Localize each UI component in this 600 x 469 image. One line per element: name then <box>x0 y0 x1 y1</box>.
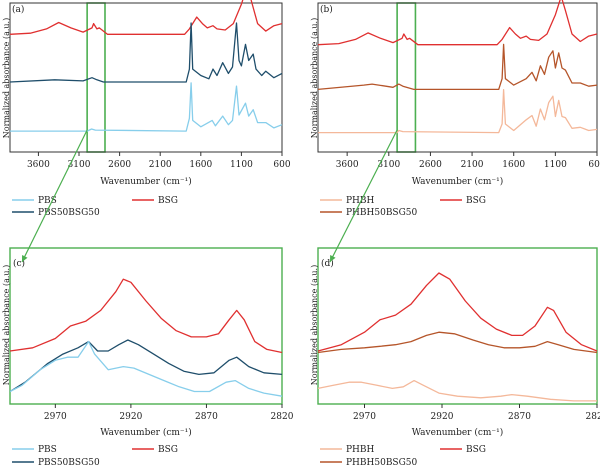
series-line-phbh50bsg50 <box>317 331 598 354</box>
chart-panel-2: 3600 3100 2600 2100 1600 1100 600 Wavenumber (c… <box>310 0 600 218</box>
legend-label: PHBH50BSG50 <box>346 458 418 468</box>
series-line-pbs <box>9 340 283 397</box>
series-line-phbh <box>317 379 597 402</box>
x-tick-label: 2970 <box>44 412 67 422</box>
y-axis-label: Normalized absorbance (a.u.) <box>310 18 319 138</box>
series-line-bsg <box>9 0 283 35</box>
x-tick-label: 3600 <box>336 160 359 170</box>
x-axis: 3600 3100 2600 2100 1600 1100 600 <box>27 152 291 170</box>
series-line-pbs50bsg50 <box>9 339 283 393</box>
legend-label: BSG <box>158 445 178 455</box>
legend: PBS BSG PBS50BSG50 <box>12 445 178 468</box>
series-line-bsg <box>317 272 598 352</box>
x-tick-label: 2920 <box>431 412 454 422</box>
legend: PHBH BSG PHBH50BSG50 <box>320 445 486 468</box>
x-tick-label: 3100 <box>377 160 400 170</box>
plot-frame <box>317 247 598 405</box>
x-tick-label: 1100 <box>230 160 253 170</box>
x-tick-label: 2870 <box>195 412 218 422</box>
legend-label: PBS50BSG50 <box>38 208 100 218</box>
x-tick-label: 2100 <box>461 160 484 170</box>
legend-label: PHBH50BSG50 <box>346 208 418 218</box>
chart-panel-1: 3600 3100 2600 2100 1600 1100 600 Wavenumber (c… <box>2 0 291 218</box>
connector-layer <box>21 129 398 263</box>
zoom-arrowhead <box>22 255 28 262</box>
panel-label: (c) <box>13 258 25 269</box>
legend-label: BSG <box>466 445 486 455</box>
series-line-pbs <box>10 82 283 132</box>
legend-label: PHBH <box>346 196 375 206</box>
series-line-phbh50bsg50 <box>317 43 598 91</box>
x-tick-label: 2870 <box>508 412 531 422</box>
x-tick-label: 600 <box>273 160 290 170</box>
panel-label: (a) <box>12 4 24 15</box>
plot-frame <box>9 2 283 153</box>
x-tick-label: 3600 <box>27 160 50 170</box>
x-axis-label: Wavenumber (cm⁻¹) <box>412 427 504 438</box>
x-axis: 3600 3100 2600 2100 1600 1100 600 <box>336 152 600 170</box>
legend-label: PBS <box>38 196 57 206</box>
zoom-connector <box>329 129 398 263</box>
legend-label: PBS50BSG50 <box>38 458 100 468</box>
series-line-bsg <box>317 0 598 46</box>
x-tick-label: 2100 <box>149 160 172 170</box>
x-axis-label: Wavenumber (cm⁻¹) <box>100 427 192 438</box>
legend: PHBH BSG PHBH50BSG50 <box>320 196 486 218</box>
x-tick-label: 2820 <box>586 412 600 422</box>
x-tick-label: 2920 <box>119 412 142 422</box>
y-axis-label: Normalized absorbance (a.u.) <box>310 265 319 385</box>
x-tick-label: 3100 <box>68 160 91 170</box>
y-axis-label: Normalized absorbance (a.u.) <box>2 265 11 385</box>
panel-label: (d) <box>321 258 334 269</box>
legend-label: BSG <box>466 196 486 206</box>
x-axis: 2970 2920 2870 2820 <box>44 404 294 422</box>
x-tick-label: 600 <box>588 160 600 170</box>
series-group <box>317 272 598 402</box>
plot-frame <box>9 247 283 405</box>
chart-panel-4: 2970 2920 2870 2820 Wavenumber (cm⁻¹) Normali… <box>310 247 600 468</box>
series-line-bsg <box>9 278 283 354</box>
highlight-region <box>396 2 417 153</box>
x-tick-label: 2970 <box>353 412 376 422</box>
legend-label: PBS <box>38 445 57 455</box>
x-tick-label: 2600 <box>108 160 131 170</box>
series-group <box>9 278 283 397</box>
series-line-pbs50bsg50 <box>9 22 283 83</box>
series-group <box>317 0 598 134</box>
plot-frame <box>317 2 598 153</box>
x-axis: 2970 2920 2870 2820 <box>353 404 600 422</box>
x-tick-label: 2820 <box>271 412 294 422</box>
panel-label: (b) <box>320 4 333 15</box>
series-group <box>9 0 283 132</box>
x-tick-label: 2600 <box>419 160 442 170</box>
zoom-arrowhead <box>330 255 336 262</box>
legend: PBS BSG PBS50BSG50 <box>12 196 178 218</box>
legend-label: BSG <box>158 196 178 206</box>
y-axis-label: Normalized absorbance (a.u.) <box>2 18 11 138</box>
x-axis-label: Wavenumber (cm⁻¹) <box>100 176 192 187</box>
x-axis-label: Wavenumber (cm⁻¹) <box>412 176 504 187</box>
zoom-connector <box>21 129 88 263</box>
x-tick-label: 1600 <box>502 160 525 170</box>
chart-panel-3: 2970 2920 2870 2820 Wavenumber (cm⁻¹) Normali… <box>2 247 294 468</box>
x-tick-label: 1100 <box>544 160 567 170</box>
highlight-layer <box>86 2 417 153</box>
series-line-phbh <box>318 89 598 134</box>
x-tick-label: 1600 <box>189 160 212 170</box>
legend-label: PHBH <box>346 445 375 455</box>
